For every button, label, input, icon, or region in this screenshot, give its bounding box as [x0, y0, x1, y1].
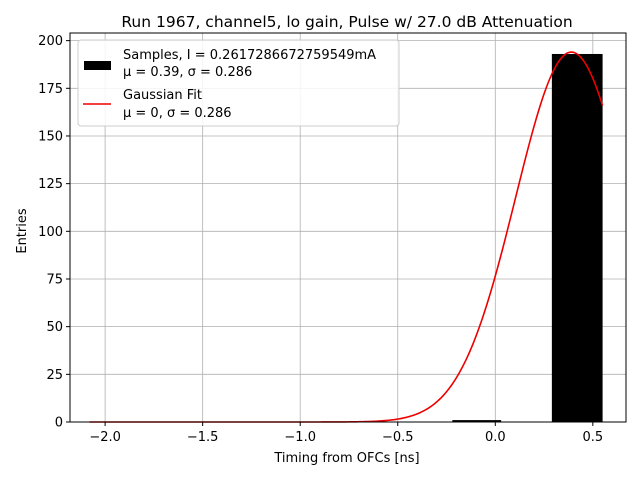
- y-axis-ticks: 0 25 50 75 100 125 150 175 200: [38, 34, 70, 431]
- x-axis-label: Timing from OFCs [ns]: [273, 451, 419, 466]
- legend: Samples, I = 0.2617286672759549mA μ = 0.…: [77, 39, 400, 127]
- y-tick-label: 150: [38, 129, 63, 144]
- legend-frame: [77, 39, 400, 127]
- legend-fit-line2: μ = 0, σ = 0.286: [123, 106, 232, 121]
- x-tick-label: 0.0: [485, 430, 506, 445]
- histogram-bars: [452, 53, 603, 422]
- y-tick-label: 175: [38, 82, 63, 97]
- x-tick-label: −1.0: [284, 430, 316, 445]
- chart-title: Run 1967, channel5, lo gain, Pulse w/ 27…: [121, 13, 572, 31]
- y-tick-label: 75: [46, 272, 63, 287]
- legend-samples-line1: Samples, I = 0.2617286672759549mA: [123, 48, 376, 63]
- legend-samples-line2: μ = 0.39, σ = 0.286: [123, 65, 252, 80]
- y-tick-label: 25: [46, 368, 63, 383]
- x-tick-label: −2.0: [89, 430, 121, 445]
- legend-fit-line1: Gaussian Fit: [123, 88, 202, 103]
- histogram-bar: [452, 420, 502, 422]
- y-tick-label: 200: [38, 34, 63, 49]
- x-tick-label: −1.5: [187, 430, 219, 445]
- plot-frame: [69, 32, 627, 423]
- legend-samples-swatch: [84, 61, 111, 70]
- y-axis-label: Entries: [15, 208, 30, 254]
- y-tick-label: 0: [55, 416, 63, 431]
- x-axis-ticks: −2.0 −1.5 −1.0 −0.5 0.0 0.5: [89, 422, 603, 445]
- y-tick-label: 50: [46, 320, 63, 335]
- x-tick-label: −0.5: [382, 430, 414, 445]
- y-tick-label: 125: [38, 177, 63, 192]
- y-tick-label: 100: [38, 225, 63, 240]
- x-tick-label: 0.5: [582, 430, 603, 445]
- histogram-bar: [551, 53, 603, 422]
